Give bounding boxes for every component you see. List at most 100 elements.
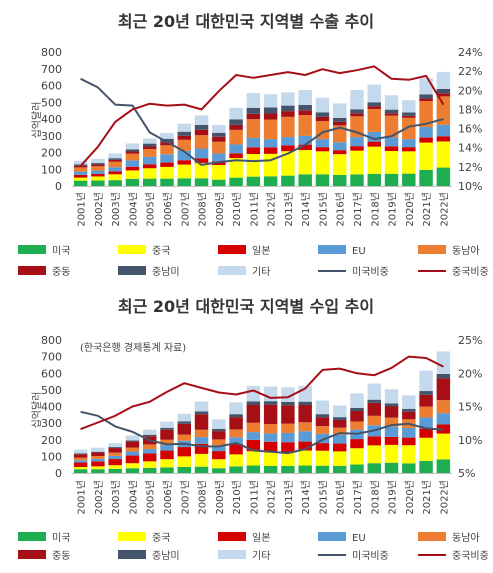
bar-segment	[160, 178, 174, 186]
bar-segment	[177, 466, 192, 473]
x-tick-label: 2005년	[145, 480, 157, 515]
x-tick-label: 2004년	[127, 480, 139, 515]
bar-segment	[177, 160, 192, 165]
bar-segment	[125, 441, 140, 448]
bar-segment	[177, 434, 192, 441]
bar-segment	[436, 71, 451, 89]
bar-segment	[73, 171, 88, 175]
bar-segment	[229, 153, 243, 159]
bar-segment	[91, 447, 105, 452]
bar-segment	[194, 437, 209, 444]
bar-segment	[125, 153, 140, 161]
legend-swatch	[218, 550, 246, 559]
y2-tick-label: 5%	[458, 467, 475, 480]
bar-segment	[229, 402, 243, 415]
bar-segment	[91, 458, 105, 462]
bar-segment	[281, 175, 295, 186]
bar-segment	[263, 176, 278, 186]
bar-segment	[367, 402, 382, 416]
legend-label: 동남아	[452, 532, 480, 544]
bar-segment	[73, 165, 88, 168]
source-note: (한국은행 경제통계 자료)	[80, 341, 186, 354]
bar-segment	[108, 443, 122, 448]
bar-segment	[246, 385, 261, 402]
bar-segment	[298, 422, 312, 432]
bar-segment	[332, 150, 347, 155]
bar-segment	[246, 405, 261, 423]
legend-label: 일본	[252, 245, 270, 257]
x-tick-label: 2015년	[317, 480, 329, 515]
bar-segment	[332, 405, 347, 418]
bar-segment	[436, 136, 451, 142]
bar-segment	[160, 421, 174, 428]
bar-segment	[142, 168, 157, 179]
x-tick-label: 2009년	[214, 480, 226, 515]
y-tick-label: 800	[41, 334, 62, 347]
bar-segment	[125, 468, 140, 473]
bar-segment	[402, 117, 416, 140]
legend-label: EU	[352, 246, 366, 257]
bar-segment	[350, 407, 364, 411]
bar-segment	[91, 173, 105, 177]
bar-segment	[350, 393, 364, 408]
bar-segment	[367, 173, 382, 186]
bar-segment	[402, 437, 416, 446]
y-tick-label: 600	[41, 367, 62, 380]
bar-segment	[402, 139, 416, 148]
bar-segment	[91, 452, 105, 457]
bar-segment	[194, 443, 209, 454]
bar-segment	[315, 433, 330, 444]
bar-segment	[108, 468, 122, 473]
bar-segment	[108, 459, 122, 466]
bar-segment	[229, 129, 243, 145]
y2-tick-label: 10%	[458, 434, 482, 447]
bar-segment	[332, 121, 347, 126]
x-tick-label: 2012년	[266, 480, 278, 515]
legend-label: 중국	[152, 532, 170, 544]
bar-segment	[91, 158, 105, 164]
bar-segment	[384, 436, 399, 445]
bar-segment	[177, 447, 192, 457]
bar-segment	[384, 109, 399, 114]
bar-segment	[367, 399, 382, 403]
bar-segment	[419, 137, 433, 143]
bar-segment	[402, 427, 416, 438]
x-tick-label: 2010년	[231, 192, 243, 227]
bar-segment	[263, 401, 278, 405]
bar-segment	[315, 116, 330, 122]
bar-segment	[402, 147, 416, 152]
bar-segment	[263, 465, 278, 473]
bar-segment	[212, 125, 226, 133]
bar-segment	[212, 459, 226, 469]
y2-tick-label: 25%	[458, 334, 482, 347]
bar-segment	[125, 440, 140, 442]
bar-segment	[142, 156, 157, 165]
bar-segment	[419, 437, 433, 461]
bar-segment	[91, 469, 105, 473]
bar-segment	[212, 132, 226, 137]
bar-segment	[332, 419, 347, 428]
legend-label: 중국비중	[452, 550, 489, 562]
bar-segment	[263, 113, 278, 120]
bar-segment	[281, 92, 295, 106]
bar-segment	[125, 170, 140, 179]
bar-segment	[367, 106, 382, 109]
bar-segment	[91, 180, 105, 186]
bar-segment	[142, 461, 157, 468]
bar-segment	[263, 94, 278, 108]
bar-segment	[125, 447, 140, 452]
legend-swatch	[18, 266, 46, 275]
bar-segment	[194, 429, 209, 438]
bar-segment	[160, 429, 174, 440]
y-tick-label: 200	[41, 147, 62, 160]
bar-segment	[142, 146, 157, 149]
legend-label: 동남아	[452, 245, 480, 257]
bar-segment	[402, 173, 416, 186]
bar-segment	[177, 421, 192, 424]
legend-swatch	[218, 266, 246, 275]
bar-segment	[229, 443, 243, 455]
bar-segment	[91, 466, 105, 470]
bar-segment	[160, 133, 174, 139]
legend-label: 중남미	[152, 550, 180, 562]
bar-segment	[384, 146, 399, 151]
